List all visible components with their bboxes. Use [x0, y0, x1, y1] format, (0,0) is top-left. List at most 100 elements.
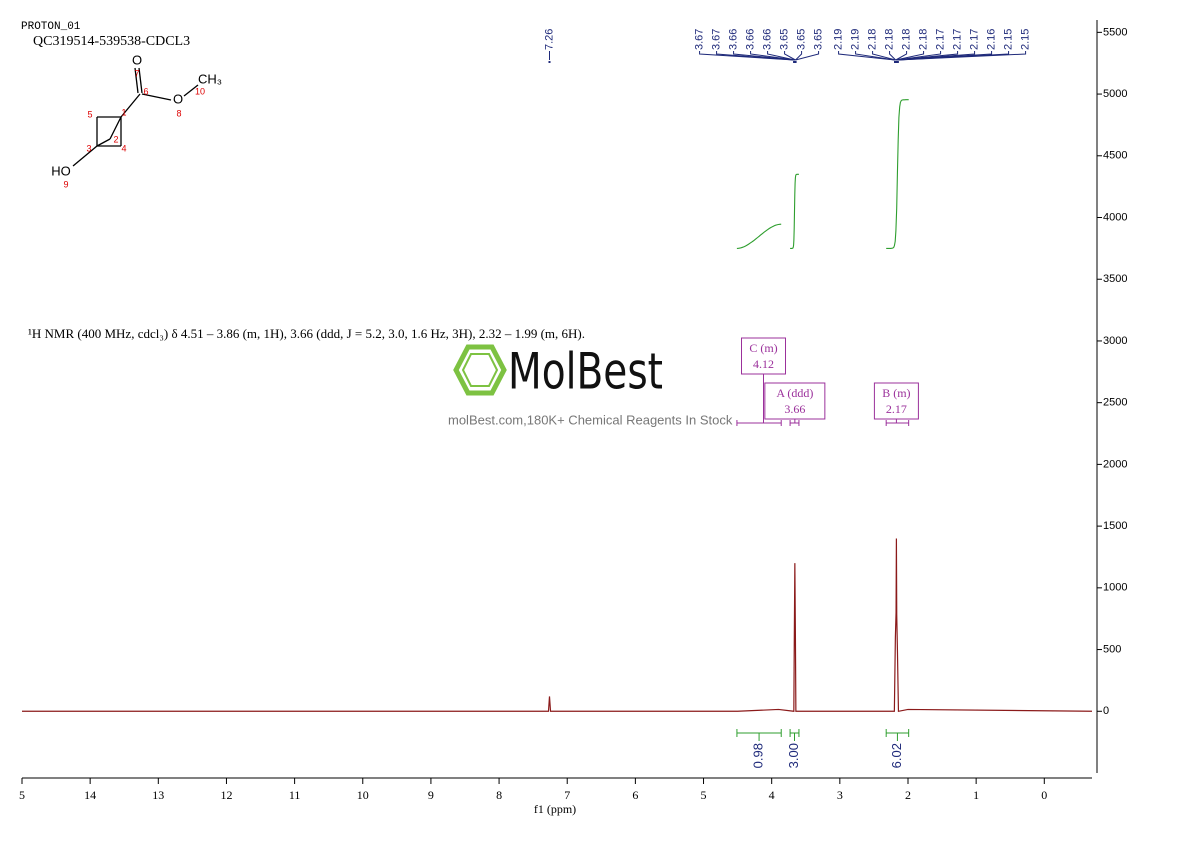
watermark-tagline: molBest.com,180K+ Chemical Reagents In S…	[448, 412, 733, 427]
multiplet-shift: 2.17	[886, 402, 907, 416]
x-tick-label: 3	[837, 788, 843, 802]
multiplet-box	[741, 337, 787, 375]
x-tick-label: 4	[769, 788, 775, 802]
integral-curve	[736, 223, 782, 249]
atom-number: 5	[87, 109, 92, 119]
multiplet-shift: 4.12	[753, 357, 774, 371]
x-tick-label: 9	[428, 788, 434, 802]
bond	[109, 116, 122, 140]
peak-label: 2.18	[866, 29, 878, 50]
integral-label: 6.02	[889, 743, 904, 768]
peak-connector	[733, 51, 795, 61]
y-tick-label: 1000	[1103, 582, 1127, 594]
atom-symbol: O	[132, 52, 142, 67]
peak-label: 2.19	[832, 29, 844, 50]
peak-connector	[872, 51, 896, 61]
multiplet-name: C (m)	[749, 341, 777, 355]
peak-label: 2.15	[1002, 29, 1014, 50]
x-tick-label: 0	[1041, 788, 1047, 802]
y-tick-label: 4000	[1103, 211, 1127, 223]
atom-number: 3	[86, 143, 91, 153]
peak-label: 3.67	[710, 29, 722, 50]
y-tick-label: 5500	[1103, 26, 1127, 38]
atom-number: 4	[121, 143, 126, 153]
atom-number: 8	[176, 108, 181, 118]
y-tick-label: 3500	[1103, 273, 1127, 285]
x-tick-label: 1	[973, 788, 979, 802]
peak-label: 3.65	[812, 29, 824, 50]
integral-label: 3.00	[786, 743, 801, 768]
y-tick-label: 500	[1103, 643, 1121, 655]
peak-connector	[767, 51, 795, 61]
peak-label: 2.17	[951, 29, 963, 50]
peak-connector	[795, 51, 803, 61]
bond	[72, 145, 98, 167]
y-tick-label: 3000	[1103, 335, 1127, 347]
atom-number: 10	[195, 86, 205, 96]
atom-symbol: HO	[51, 163, 71, 178]
integral-curve	[886, 99, 909, 249]
peak-label: 2.15	[1019, 29, 1031, 50]
peak-label: 2.18	[917, 29, 929, 50]
y-tick-label: 2500	[1103, 397, 1127, 409]
logo-hexagon	[453, 344, 507, 396]
title: PROTON_01	[21, 21, 81, 33]
multiplet-box	[764, 382, 826, 420]
peak-connector	[896, 51, 942, 61]
peak-label: 2.16	[985, 29, 997, 50]
y-tick-label: 5000	[1103, 88, 1127, 100]
x-tick-label: 7	[564, 788, 570, 802]
logo-ring	[461, 353, 499, 387]
bond	[134, 67, 139, 94]
peak-connector	[895, 51, 925, 61]
peak-label: 2.19	[849, 29, 861, 50]
peak-connector	[838, 51, 896, 61]
x-axis-label: f1 (ppm)	[534, 802, 576, 816]
peak-label: 2.18	[883, 29, 895, 50]
peak-label: 3.65	[795, 29, 807, 50]
peak-connector	[895, 51, 908, 61]
x-tick-label: 11	[289, 788, 301, 802]
peak-connector	[716, 51, 795, 61]
molecule-bonds	[72, 67, 199, 167]
y-tick-label: 0	[1103, 705, 1109, 717]
peak-label: 2.17	[968, 29, 980, 50]
x-tick-label: 8	[496, 788, 502, 802]
x-tick-label: 5	[701, 788, 707, 802]
peak-label: 3.67	[693, 29, 705, 50]
atom-number: 9	[63, 179, 68, 189]
x-tick-label: 13	[152, 788, 164, 802]
x-tick-label: 10	[357, 788, 369, 802]
peak-label: 3.66	[744, 29, 756, 50]
watermark-brand: MolBest	[508, 343, 663, 401]
peak-label: 2.18	[900, 29, 912, 50]
peak-label: 3.66	[761, 29, 773, 50]
x-tick-label: 6	[632, 788, 638, 802]
atom-symbol: CH₃	[198, 71, 222, 86]
peak-label: 3.65	[778, 29, 790, 50]
x-tick-label: 5	[19, 788, 25, 802]
atom-number: 1	[121, 107, 126, 117]
x-tick-label: 12	[220, 788, 232, 802]
peak-connector	[784, 51, 796, 61]
x-tick-label: 14	[84, 788, 96, 802]
integral-curve	[790, 173, 799, 249]
subtitle: QC319514-539538-CDCL3	[33, 34, 190, 49]
peak-connector	[750, 51, 795, 61]
atom-number: 6	[143, 86, 148, 96]
atom-symbol: O	[173, 91, 183, 106]
peak-connector	[795, 51, 820, 61]
spectrum-line	[22, 538, 1093, 713]
bond	[138, 67, 143, 94]
peak-label: 2.17	[934, 29, 946, 50]
integral-label: 0.98	[751, 743, 766, 768]
multiplet-name: A (ddd)	[776, 386, 813, 400]
atom-number: 7	[134, 68, 139, 78]
peak-label: 7.26	[543, 29, 555, 50]
peak-connector	[897, 51, 1027, 61]
bond	[183, 84, 199, 97]
multiplet-shift: 3.66	[784, 402, 805, 416]
bond	[141, 93, 172, 101]
description: ¹H NMR (400 MHz, cdcl₃) δ 4.51 – 3.86 (m…	[28, 326, 586, 341]
